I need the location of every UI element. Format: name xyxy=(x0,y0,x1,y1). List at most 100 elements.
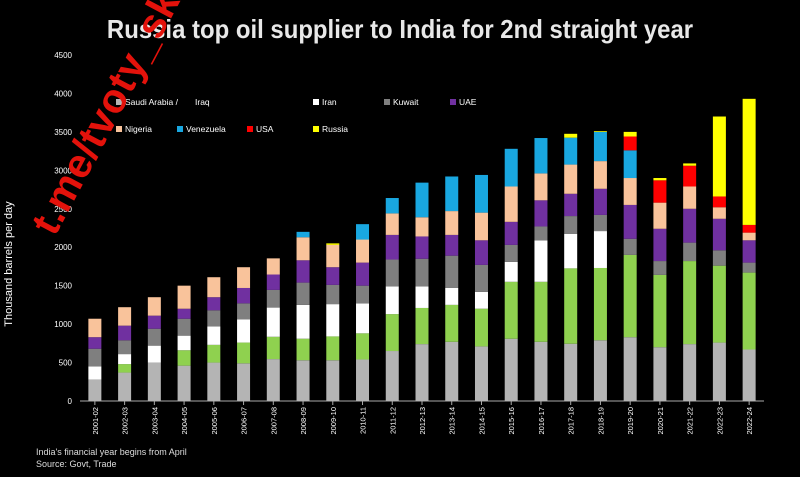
bar-segment-iraq xyxy=(683,261,697,345)
bar-segment-iraq xyxy=(712,265,726,343)
bar-segment-saudi-arabia xyxy=(415,344,429,401)
bar-segment-iran xyxy=(88,366,102,380)
bar-segment-russia xyxy=(593,131,607,132)
legend-label: UAE xyxy=(459,97,477,107)
bar-segment-saudi-arabia xyxy=(266,359,280,401)
x-tick-label: 2005-06 xyxy=(210,407,219,435)
bar-segment-iran xyxy=(474,291,488,309)
bar-segment-nigeria xyxy=(445,211,459,235)
bar-segment-nigeria xyxy=(534,173,548,201)
bar-segment-uae xyxy=(474,240,488,265)
bar-segment-nigeria xyxy=(712,207,726,219)
bar-segment-saudi-arabia xyxy=(564,343,578,401)
bar-segment-iraq xyxy=(385,314,399,352)
bar-segment-venezuela xyxy=(296,231,310,238)
bar-segment-nigeria xyxy=(504,186,518,222)
x-tick-label: 2016-17 xyxy=(537,407,546,435)
bar-segment-kuwait xyxy=(326,284,340,305)
legend-swatch xyxy=(313,99,319,105)
bar-segment-nigeria xyxy=(385,213,399,235)
bar-segment-usa xyxy=(653,180,667,203)
y-tick-label: 1500 xyxy=(54,282,72,291)
bar-segment-nigeria xyxy=(296,237,310,261)
bar-segment-venezuela xyxy=(474,174,488,213)
bar-segment-russia xyxy=(712,116,726,197)
legend-swatch xyxy=(247,126,253,132)
bar-segment-kuwait xyxy=(474,264,488,292)
bar-segment-iraq xyxy=(356,333,370,360)
bar-segment-saudi-arabia xyxy=(385,351,399,401)
y-tick-label: 2500 xyxy=(54,205,72,214)
bar-segment-saudi-arabia xyxy=(147,362,161,401)
bar-segment-saudi-arabia xyxy=(445,341,459,401)
bar-segment-iraq xyxy=(207,344,221,363)
bar-segment-nigeria xyxy=(237,267,251,288)
bar-segment-saudi-arabia xyxy=(237,363,251,401)
bar-segment-iraq xyxy=(326,336,340,361)
bar-segment-uae xyxy=(326,267,340,285)
x-tick-label: 2022-24 xyxy=(745,407,754,435)
bar-segment-uae xyxy=(88,337,102,349)
footnote-source: Source: Govt, Trade xyxy=(36,459,117,469)
bar-segment-kuwait xyxy=(534,226,548,241)
bar-segment-saudi-arabia xyxy=(504,338,518,401)
bar-segment-kuwait xyxy=(653,261,667,275)
bar-segment-russia xyxy=(623,131,637,137)
x-tick-label: 2017-18 xyxy=(567,407,576,435)
legend-swatch xyxy=(177,126,183,132)
bar-segment-iran xyxy=(385,286,399,315)
legend-label: USA xyxy=(256,124,274,134)
bar-segment-kuwait xyxy=(742,262,756,273)
bar-segment-uae xyxy=(266,274,280,290)
bar-segment-uae xyxy=(742,240,756,263)
bar-segment-iran xyxy=(237,319,251,343)
bar-segment-uae xyxy=(385,234,399,260)
bar-segment-kuwait xyxy=(683,242,697,262)
bar-segment-saudi-arabia xyxy=(653,347,667,401)
bar-segment-nigeria xyxy=(653,202,667,229)
x-tick-label: 2003-04 xyxy=(150,407,159,435)
bar-segment-saudi-arabia xyxy=(683,344,697,401)
bar-segment-kuwait xyxy=(237,303,251,320)
bar-segment-iran xyxy=(177,335,191,351)
x-tick-label: 2015-16 xyxy=(507,407,516,435)
bar-segment-iraq xyxy=(504,281,518,339)
y-tick-label: 3500 xyxy=(54,128,72,137)
bar-segment-iran xyxy=(445,287,459,305)
x-tick-label: 2004-05 xyxy=(180,407,189,435)
bar-segment-nigeria xyxy=(207,277,221,298)
bar-segment-iraq xyxy=(653,274,667,348)
bar-segment-nigeria xyxy=(593,161,607,189)
bar-segment-kuwait xyxy=(385,259,399,287)
bar-segment-nigeria xyxy=(88,318,102,338)
x-tick-label: 2022-23 xyxy=(715,407,724,435)
legend-label: Iran xyxy=(322,97,337,107)
bar-segment-saudi-arabia xyxy=(326,360,340,401)
bar-segment-iraq xyxy=(564,268,578,344)
legend: Saudi Arabia / Iraq Iran Kuwait UAE Nigeria V… xyxy=(116,97,477,134)
bar-segment-saudi-arabia xyxy=(356,359,370,401)
bar-segment-kuwait xyxy=(415,258,429,287)
footnote: India's financial year begins from April… xyxy=(36,446,187,470)
bar-segment-russia xyxy=(683,163,697,166)
x-tick-label: 2006-07 xyxy=(240,407,249,435)
bar-segment-kuwait xyxy=(356,285,370,304)
bar-segment-uae xyxy=(504,221,518,245)
bar-segment-kuwait xyxy=(593,214,607,232)
bar-segment-iran xyxy=(504,261,518,282)
bar-segment-uae xyxy=(564,193,578,217)
bar-segment-usa xyxy=(742,224,756,233)
bar-segment-iraq xyxy=(623,254,637,338)
legend-swatch xyxy=(116,99,122,105)
y-tick-label: 1000 xyxy=(54,320,72,329)
bar-segment-iraq xyxy=(118,364,132,373)
bar-segment-uae xyxy=(177,308,191,319)
bar-segment-iraq xyxy=(237,342,251,364)
bar-segment-nigeria xyxy=(415,217,429,237)
bar-segment-venezuela xyxy=(415,182,429,218)
bar-segment-nigeria xyxy=(356,239,370,263)
bar-segment-saudi-arabia xyxy=(712,342,726,401)
x-tick-label: 2010-11 xyxy=(359,407,368,434)
x-tick-label: 2012-13 xyxy=(418,407,427,435)
bar-segment-iran xyxy=(147,345,161,363)
